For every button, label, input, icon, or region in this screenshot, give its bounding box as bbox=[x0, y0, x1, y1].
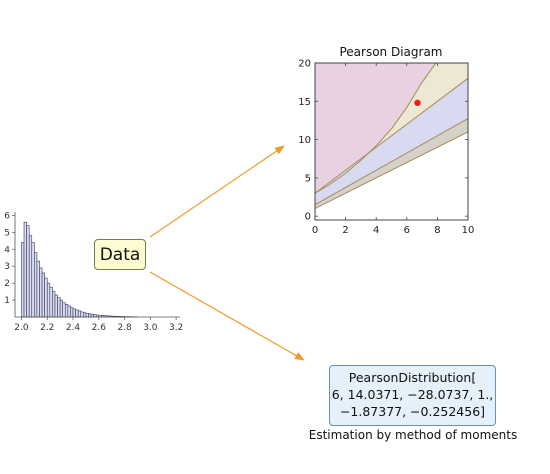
histogram-chart: 2.0 2.2 2.4 2.6 2.8 3.0 3.2 1 2 3 4 5 6 bbox=[4, 211, 183, 333]
histogram-bar bbox=[28, 235, 33, 318]
boundary-line-middle bbox=[315, 77, 468, 194]
histogram-bar bbox=[77, 310, 82, 318]
histogram-x-tick-label: 2.8 bbox=[117, 323, 132, 333]
histogram-bar bbox=[21, 242, 25, 318]
pearson-y-tick-label: 5 bbox=[305, 173, 311, 184]
histogram-bar bbox=[90, 313, 94, 318]
pearson-y-tick-label: 20 bbox=[298, 59, 311, 70]
pearson-y-tick-label: 0 bbox=[305, 212, 311, 223]
region-upper-left bbox=[315, 63, 436, 194]
arrow-to-estimation-result bbox=[149, 271, 305, 361]
data-label: Data bbox=[99, 244, 141, 265]
region-lower-band bbox=[315, 118, 468, 209]
histogram-bar bbox=[31, 242, 35, 318]
pearson-x-tick-label: 4 bbox=[373, 225, 379, 236]
boundary-line-lower bbox=[315, 118, 468, 206]
histogram-bar bbox=[46, 282, 51, 318]
histogram-y-tick-label: 2 bbox=[4, 279, 10, 289]
histogram-bar bbox=[49, 287, 53, 318]
histogram-bar bbox=[64, 303, 69, 318]
histogram-bar bbox=[75, 309, 79, 318]
pearson-x-tick-label: 6 bbox=[404, 225, 410, 236]
estimate-point bbox=[414, 99, 421, 107]
boundary-curve bbox=[315, 63, 437, 194]
pearson-x-tick-label: 0 bbox=[312, 225, 318, 236]
result-line-3: −1.87377, −0.252456] bbox=[339, 404, 486, 419]
histogram-bar bbox=[41, 272, 45, 318]
result-line-2: 6, 14.0371, −28.0737, 1., bbox=[331, 387, 494, 402]
histogram-y-tick-label: 6 bbox=[4, 211, 10, 221]
histogram-bar bbox=[44, 277, 48, 318]
histogram-bar bbox=[23, 221, 27, 318]
pearson-x-tick-label: 8 bbox=[434, 225, 440, 236]
histogram-bar bbox=[59, 299, 63, 318]
pearson-diagram-title: Pearson Diagram bbox=[339, 45, 442, 59]
histogram-x-tick-label: 3.2 bbox=[169, 323, 183, 333]
pearson-y-tick-label: 15 bbox=[298, 97, 311, 108]
histogram-bar bbox=[36, 260, 40, 318]
histogram-bar bbox=[70, 307, 74, 318]
pearson-x-tick-label: 2 bbox=[342, 225, 348, 236]
histogram-bar bbox=[62, 302, 66, 318]
histogram-x-tick-label: 2.4 bbox=[66, 323, 81, 333]
boundary-line-bottom bbox=[315, 131, 468, 209]
histogram-y-tick-label: 3 bbox=[4, 262, 10, 272]
pearson-distribution-result: PearsonDistribution[ 6, 14.0371, −28.073… bbox=[329, 365, 496, 426]
histogram-bar bbox=[52, 291, 56, 318]
histogram-bar bbox=[54, 294, 58, 318]
histogram-bar bbox=[34, 252, 38, 318]
histogram-x-tick-label: 3.0 bbox=[143, 323, 158, 333]
histogram-y-tick-label: 4 bbox=[4, 245, 10, 255]
histogram-bar bbox=[57, 297, 61, 318]
histogram-bar bbox=[67, 305, 71, 318]
histogram-y-tick-label: 5 bbox=[4, 228, 10, 238]
histogram-bar bbox=[80, 311, 84, 318]
plot-frame bbox=[314, 62, 469, 221]
arrow-to-pearson-diagram bbox=[149, 145, 285, 238]
histogram-y-tick-label: 1 bbox=[4, 296, 10, 306]
region-upper-band bbox=[315, 63, 468, 194]
estimation-caption: Estimation by method of moments bbox=[308, 428, 518, 442]
pearson-diagram-chart: Pearson Diagram 0 2 4 6 8 10 0 5 10 15 20 bbox=[298, 45, 475, 236]
pearson-x-tick-label: 10 bbox=[462, 225, 475, 236]
region-middle-band bbox=[315, 78, 468, 205]
histogram-bar bbox=[72, 308, 76, 318]
histogram-x-tick-label: 2.6 bbox=[92, 323, 107, 333]
histogram-bar bbox=[85, 312, 89, 318]
histogram-x-tick-label: 2.2 bbox=[40, 323, 54, 333]
histogram-bar bbox=[39, 267, 43, 318]
histogram-x-tick-label: 2.0 bbox=[14, 323, 29, 333]
histogram-bar bbox=[26, 225, 30, 318]
histogram-bar bbox=[88, 313, 92, 318]
histogram-bar bbox=[83, 312, 87, 318]
pearson-y-tick-label: 10 bbox=[298, 135, 311, 146]
data-box: Data bbox=[94, 239, 146, 270]
result-line-1: PearsonDistribution[ bbox=[348, 370, 477, 385]
